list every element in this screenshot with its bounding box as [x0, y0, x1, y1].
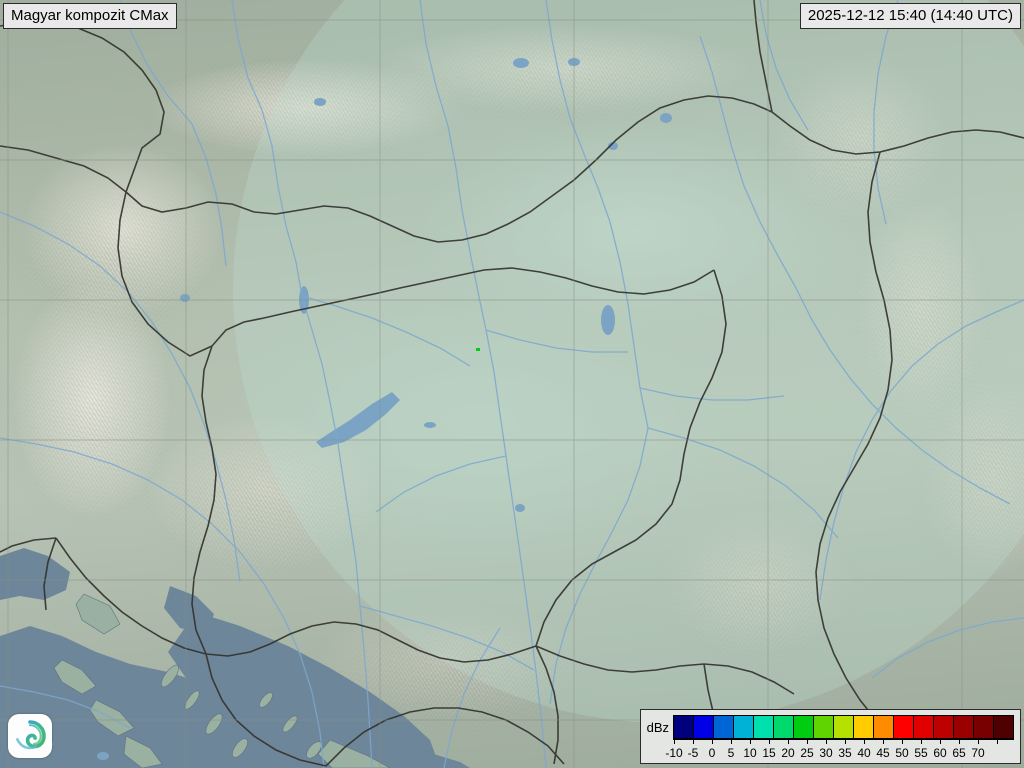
- legend-tick-label-15: 15: [762, 746, 776, 760]
- legend-unit-label: dBz: [646, 720, 669, 735]
- legend-tick-label-40: 40: [857, 746, 871, 760]
- legend-tick-label-10: 10: [743, 746, 757, 760]
- legend-tick-20: [788, 739, 789, 744]
- legend-swatch-70: [994, 716, 1013, 738]
- legend-swatch-65: [974, 716, 994, 738]
- legend-swatch-55: [934, 716, 954, 738]
- product-title: Magyar kompozit CMax: [3, 3, 177, 29]
- dbz-colorbar-legend: dBz -10 -5 0 5 10 15 20 25 30 35 40 45 50 55 60 65 70: [639, 709, 1021, 764]
- hungaromet-logo[interactable]: [8, 714, 52, 758]
- legend-tick-65: [959, 739, 960, 744]
- legend-swatch-5: [734, 716, 754, 738]
- legend-tick-70: [978, 739, 979, 744]
- legend-tick-labels: -10 -5 0 5 10 15 20 25 30 35 40 45 50 55 60 65 70: [665, 746, 998, 760]
- legend-swatch--5: [694, 716, 714, 738]
- legend-tick-15: [769, 739, 770, 744]
- legend-swatch-35: [854, 716, 874, 738]
- legend-tick-label--10: -10: [665, 746, 683, 760]
- legend-tick-40: [864, 739, 865, 744]
- legend-tick--5: [693, 739, 694, 744]
- lakes-layer: [39, 58, 672, 760]
- legend-tick-label-20: 20: [781, 746, 795, 760]
- legend-tick-5: [731, 739, 732, 744]
- legend-tick-label-5: 5: [727, 746, 735, 760]
- adriatic-sea: [0, 548, 470, 768]
- legend-swatch-40: [874, 716, 894, 738]
- legend-tick-55: [921, 739, 922, 744]
- legend-tick-25: [807, 739, 808, 744]
- legend-tick-0: [712, 739, 713, 744]
- legend-tick-end: [997, 739, 998, 744]
- legend-swatch-50: [914, 716, 934, 738]
- radar-echo-layer: [476, 348, 480, 351]
- legend-tick-label-55: 55: [914, 746, 928, 760]
- legend-tick-label-65: 65: [952, 746, 966, 760]
- legend-swatch-0: [714, 716, 734, 738]
- legend-swatch-45: [894, 716, 914, 738]
- legend-swatch-10: [754, 716, 774, 738]
- legend-tick-label-45: 45: [876, 746, 890, 760]
- legend-axis: [673, 739, 1014, 746]
- legend-tick-label-25: 25: [800, 746, 814, 760]
- legend-scale: -10 -5 0 5 10 15 20 25 30 35 40 45 50 55 60 65 70: [665, 715, 1014, 760]
- legend-swatch-60: [954, 716, 974, 738]
- legend-tick-60: [940, 739, 941, 744]
- legend-tick--10: [674, 739, 675, 744]
- legend-tick-35: [845, 739, 846, 744]
- legend-tick-label-50: 50: [895, 746, 909, 760]
- legend-tick-label-60: 60: [933, 746, 947, 760]
- legend-color-swatches: [673, 715, 1014, 739]
- legend-tick-label-30: 30: [819, 746, 833, 760]
- legend-swatch-20: [794, 716, 814, 738]
- legend-tick-label-70: 70: [971, 746, 985, 760]
- radar-echo-0: [476, 348, 480, 351]
- legend-tick-10: [750, 739, 751, 744]
- legend-swatch-25: [814, 716, 834, 738]
- swirl-icon: [16, 720, 46, 750]
- legend-swatch-15: [774, 716, 794, 738]
- legend-tick-45: [883, 739, 884, 744]
- legend-axis-line: [673, 739, 1014, 740]
- legend-tick-30: [826, 739, 827, 744]
- legend-tick-50: [902, 739, 903, 744]
- legend-swatch-30: [834, 716, 854, 738]
- legend-swatch--10: [674, 716, 694, 738]
- legend-tick-label-35: 35: [838, 746, 852, 760]
- timestamp-label: 2025-12-12 15:40 (14:40 UTC): [799, 3, 1021, 29]
- legend-tick-label-0: 0: [708, 746, 716, 760]
- legend-tick-label--5: -5: [687, 746, 699, 760]
